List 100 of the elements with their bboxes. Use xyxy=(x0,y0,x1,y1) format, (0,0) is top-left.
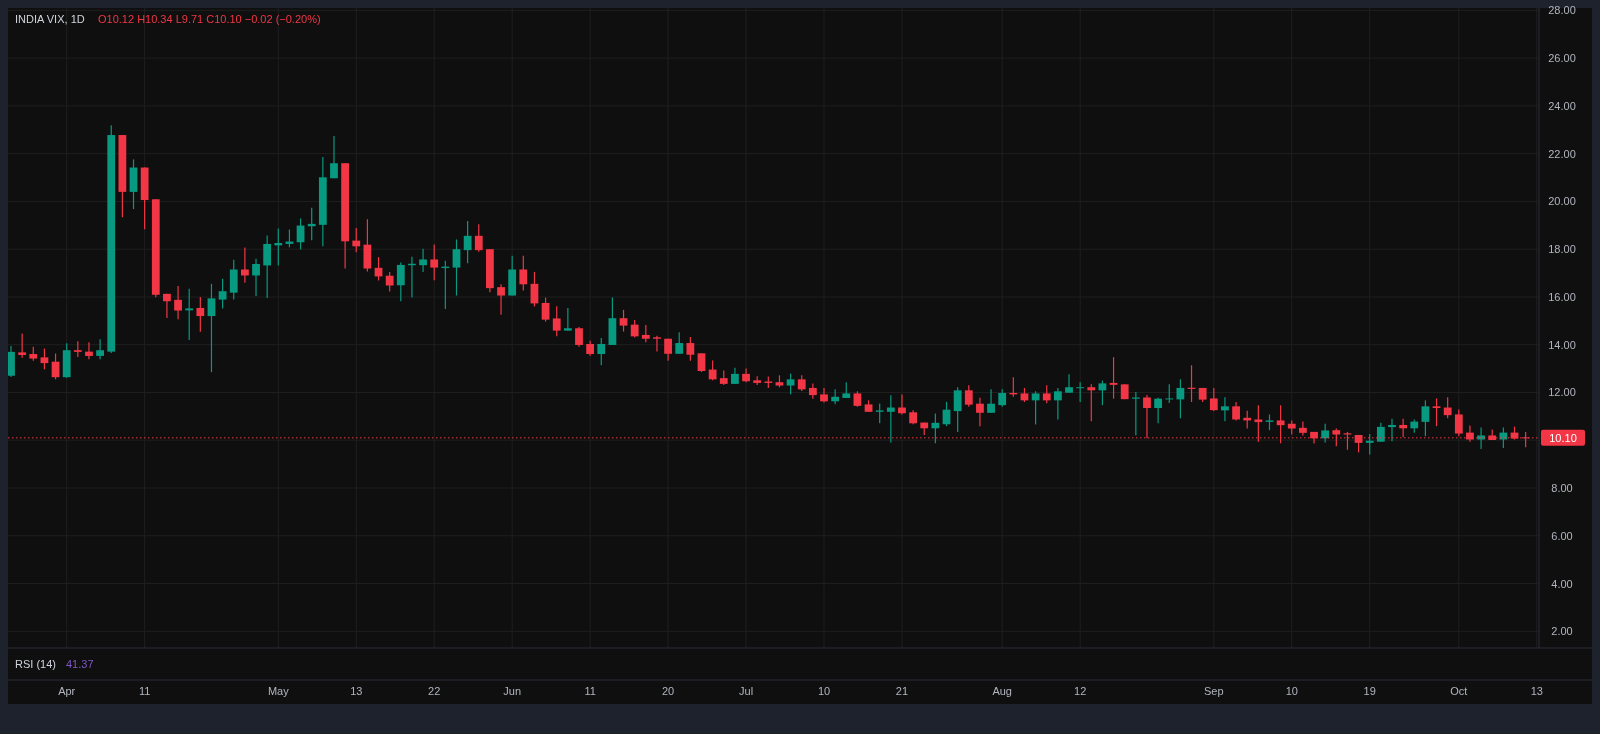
candlestick xyxy=(786,373,795,395)
candlestick xyxy=(174,285,182,320)
candlestick xyxy=(964,384,973,408)
x-tick-label: 20 xyxy=(661,685,675,697)
candlestick xyxy=(563,307,572,332)
candlestick xyxy=(1154,397,1163,424)
candlestick xyxy=(85,341,93,360)
y-tick-label: 4.00 xyxy=(1551,577,1573,590)
x-tick-label: 13 xyxy=(1530,685,1543,697)
y-tick-label: 22.00 xyxy=(1548,147,1576,160)
x-tick-label: 11 xyxy=(138,685,151,697)
x-tick-label: Jun xyxy=(503,685,522,697)
chart-title: INDIA VIX, 1D xyxy=(15,13,85,25)
candlestick xyxy=(1299,421,1307,437)
candlestick xyxy=(463,220,472,264)
x-tick-label: 10 xyxy=(817,685,831,697)
candlestick xyxy=(1176,378,1185,419)
candlestick xyxy=(1443,396,1452,419)
candlestick xyxy=(185,288,194,341)
x-tick-label: Oct xyxy=(1450,685,1468,697)
y-tick-label: 26.00 xyxy=(1548,52,1576,65)
candlestick xyxy=(1031,390,1040,426)
x-tick-label: 12 xyxy=(1074,685,1087,697)
candlestick xyxy=(1053,387,1062,421)
candlestick xyxy=(831,388,840,405)
candlestick xyxy=(497,283,505,316)
candlestick xyxy=(474,223,483,253)
candlestick xyxy=(597,337,606,366)
candlestick xyxy=(1454,408,1463,437)
candlestick xyxy=(330,135,338,179)
candlestick xyxy=(396,261,405,302)
candlestick xyxy=(1165,383,1174,404)
candlestick xyxy=(96,338,104,360)
x-tick-label: 22 xyxy=(428,685,441,697)
candlestick xyxy=(252,258,260,297)
candlestick xyxy=(931,412,940,444)
candlestick xyxy=(1399,418,1408,438)
candlestick xyxy=(40,347,49,370)
x-tick-label: May xyxy=(267,685,290,697)
candlestick xyxy=(1388,418,1396,442)
candlestick xyxy=(8,345,15,378)
candlestick xyxy=(552,305,561,337)
candlestick xyxy=(708,359,717,381)
candlestick xyxy=(263,234,272,299)
candlestick xyxy=(1098,379,1107,406)
y-tick-label: 28.00 xyxy=(1548,4,1576,17)
x-tick-label: Apr xyxy=(58,685,76,697)
candlestick xyxy=(1421,399,1430,437)
candlestick xyxy=(452,238,461,297)
candlestick xyxy=(886,394,895,443)
text: 41.37 xyxy=(66,658,94,670)
candlestick xyxy=(653,335,661,352)
candlestick xyxy=(1209,387,1218,412)
candlestick xyxy=(229,259,238,301)
candlestick xyxy=(1432,397,1441,427)
candlestick xyxy=(1131,391,1140,436)
candlestick xyxy=(1221,396,1229,422)
annotation: O10.12 H10.34 L9.71 C10.10 −0.02 (−0.20%) xyxy=(98,13,321,25)
y-tick-label: 12.00 xyxy=(1548,386,1576,399)
candlestick xyxy=(808,382,817,400)
candlestick xyxy=(1065,373,1073,394)
candlestick xyxy=(1087,383,1096,422)
y-tick-label: 16.00 xyxy=(1548,290,1576,303)
candlestick xyxy=(430,243,439,281)
x-tick-label: 13 xyxy=(350,685,363,697)
x-tick-label: 10 xyxy=(1285,685,1298,697)
candlestick xyxy=(675,331,684,355)
candlestick xyxy=(218,278,227,310)
y-tick-label: 20.00 xyxy=(1548,195,1576,208)
candlestick xyxy=(196,296,205,333)
candlestick xyxy=(987,388,995,414)
candlestick xyxy=(419,248,427,273)
text: RSI (14) xyxy=(15,658,56,670)
x-tick-label: 11 xyxy=(584,685,596,697)
y-tick-label: 6.00 xyxy=(1551,529,1573,542)
ref-line-label: 10.10 xyxy=(1549,431,1577,444)
candlestick xyxy=(519,255,528,292)
candlestick xyxy=(163,293,171,319)
candlestick xyxy=(18,332,27,359)
x-tick-label: 19 xyxy=(1363,685,1376,697)
x-tick-label: 21 xyxy=(895,685,909,697)
candlestick xyxy=(619,309,628,333)
candlestick xyxy=(697,352,706,373)
x-tick-label: Aug xyxy=(992,685,1012,697)
candlestick xyxy=(541,297,550,323)
candlestick xyxy=(1076,381,1085,403)
candlestick xyxy=(1232,401,1240,422)
y-tick-label: 24.00 xyxy=(1548,99,1576,112)
candlestick xyxy=(385,271,394,293)
candlestick xyxy=(875,402,884,424)
y-tick-label: 2.00 xyxy=(1551,625,1573,638)
candlestick xyxy=(1321,423,1330,443)
y-tick-label: 14.00 xyxy=(1548,338,1576,351)
candlestick xyxy=(820,387,828,404)
candlestick xyxy=(1109,356,1118,400)
y-tick-label: 8.00 xyxy=(1551,482,1573,494)
candlestick xyxy=(976,397,984,427)
x-tick-label: Jul xyxy=(739,685,754,697)
candlestick xyxy=(686,336,695,362)
candlestick xyxy=(1365,433,1374,456)
